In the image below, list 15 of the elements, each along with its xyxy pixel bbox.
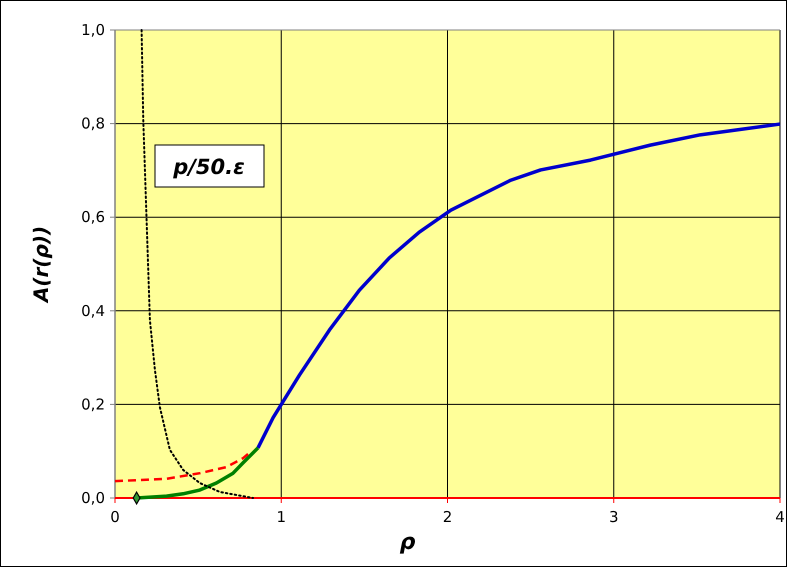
y-tick-label: 0,8 bbox=[81, 114, 105, 133]
y-tick-label: 0,4 bbox=[81, 302, 105, 320]
x-tick-label: 4 bbox=[775, 508, 785, 526]
x-axis-title: ρ bbox=[400, 530, 416, 555]
y-tick-label: 0,2 bbox=[81, 395, 105, 414]
y-tick-label: 1,0 bbox=[81, 21, 105, 39]
x-tick-label: 1 bbox=[276, 508, 286, 526]
x-tick-label: 0 bbox=[110, 508, 120, 526]
y-tick-label: 0,0 bbox=[81, 489, 105, 507]
y-tick-label: 0,6 bbox=[81, 208, 105, 226]
line-series bbox=[256, 122, 782, 450]
y-axis-title: A(r(ρ)) bbox=[29, 226, 53, 304]
x-tick-label: 3 bbox=[608, 508, 619, 526]
annotation: p/50.ε bbox=[172, 155, 245, 179]
x-tick-label: 2 bbox=[442, 508, 452, 526]
